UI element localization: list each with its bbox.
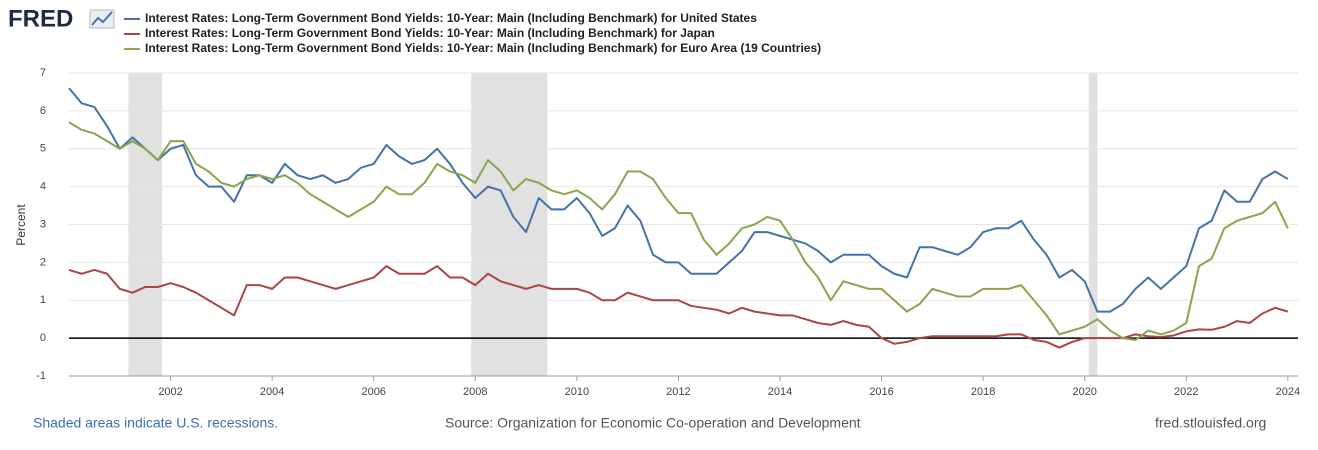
series-line [68,121,1289,342]
y-tick-label: 5 [40,143,46,155]
y-tick-label: 0 [40,332,46,344]
y-tick-label: 4 [40,181,46,193]
logo: FRED [8,5,73,32]
series-line [68,265,1289,349]
x-tick-label: 2006 [361,386,385,398]
x-tick-label: 2020 [1072,386,1096,398]
logo-icon [89,9,115,29]
series-line [68,87,1289,313]
legend-label: Interest Rates: Long-Term Government Bon… [145,41,821,55]
legend-label: Interest Rates: Long-Term Government Bon… [145,26,715,40]
x-tick-label: 2010 [565,386,589,398]
x-tick-label: 2008 [463,386,487,398]
x-tick-label: 2002 [158,386,182,398]
x-tick-label: 2024 [1276,386,1300,398]
legend-label: Interest Rates: Long-Term Government Bon… [145,11,757,25]
recession-note[interactable]: Shaded areas indicate U.S. recessions. [33,415,278,431]
x-tick-label: 2014 [768,386,792,398]
y-tick-label: -1 [36,370,46,382]
source: Source: Organization for Economic Co-ope… [445,415,861,431]
y-tick-label: 3 [40,218,46,230]
y-axis-label: Percent [14,204,28,246]
y-tick-label: 7 [40,67,46,79]
x-tick-label: 2018 [971,386,995,398]
x-tick-label: 2016 [869,386,893,398]
x-tick-label: 2022 [1174,386,1198,398]
x-tick-label: 2004 [260,386,284,398]
y-tick-label: 2 [40,256,46,268]
y-tick-label: 1 [40,294,46,306]
x-tick-label: 2012 [666,386,690,398]
y-tick-label: 6 [40,105,46,117]
site[interactable]: fred.stlouisfed.org [1155,415,1266,431]
